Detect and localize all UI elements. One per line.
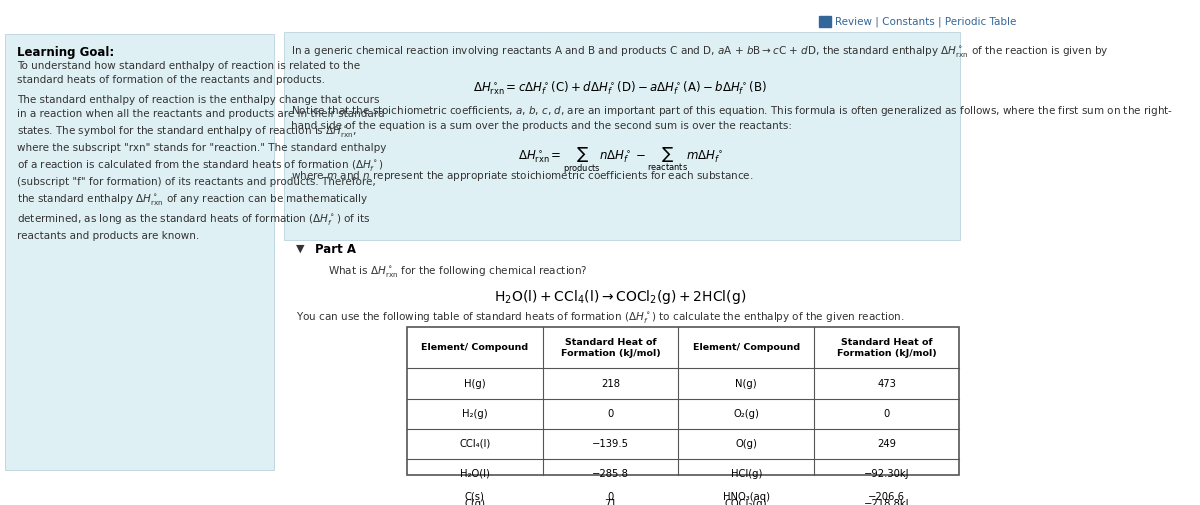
- Text: −139.5: −139.5: [592, 439, 629, 448]
- Text: What is $\Delta H^\circ_{\mathrm{rxn}}$ for the following chemical reaction?: What is $\Delta H^\circ_{\mathrm{rxn}}$ …: [328, 264, 587, 279]
- Text: −206.6: −206.6: [869, 492, 905, 502]
- Text: Notice that the stoichiometric coefficients, $a$, $b$, $c$, $d$, are an importan: Notice that the stoichiometric coefficie…: [290, 104, 1172, 131]
- Text: Review | Constants | Periodic Table: Review | Constants | Periodic Table: [835, 16, 1016, 27]
- Text: C(s): C(s): [464, 492, 485, 502]
- Text: Part A: Part A: [314, 243, 356, 257]
- Text: 249: 249: [877, 439, 896, 448]
- Text: C(g): C(g): [464, 499, 485, 505]
- Text: COCl₂(g): COCl₂(g): [725, 499, 768, 505]
- Text: $\mathrm{H_2O(l) + CCl_4(l) \rightarrow COCl_2(g) + 2HCl(g)}$: $\mathrm{H_2O(l) + CCl_4(l) \rightarrow …: [494, 288, 746, 307]
- Text: $\Delta H^\circ_{\mathrm{rxn}} = c\Delta H^\circ_f(\mathrm{C}) + d\Delta H^\circ: $\Delta H^\circ_{\mathrm{rxn}} = c\Delta…: [473, 80, 767, 97]
- Text: −92.30kJ: −92.30kJ: [864, 469, 910, 479]
- Text: The standard enthalpy of reaction is the enthalpy change that occurs
in a reacti: The standard enthalpy of reaction is the…: [18, 94, 386, 240]
- Text: 218: 218: [601, 379, 620, 388]
- Text: 0: 0: [883, 409, 890, 419]
- Text: HCl(g): HCl(g): [731, 469, 762, 479]
- Text: H₂(g): H₂(g): [462, 409, 487, 419]
- Text: where $m$ and $n$ represent the appropriate stoichiometric coefficients for each: where $m$ and $n$ represent the appropri…: [290, 169, 754, 183]
- Bar: [818, 16, 830, 27]
- Bar: [407, 327, 960, 475]
- Text: CCl₄(l): CCl₄(l): [460, 439, 491, 448]
- Text: To understand how standard enthalpy of reaction is related to the
standard heats: To understand how standard enthalpy of r…: [18, 61, 360, 85]
- Text: Element/ Compound: Element/ Compound: [692, 343, 799, 352]
- Text: ▼: ▼: [295, 243, 304, 254]
- Text: In a generic chemical reaction involving reactants A and B and products C and D,: In a generic chemical reaction involving…: [290, 43, 1109, 59]
- Text: Learning Goal:: Learning Goal:: [18, 46, 115, 59]
- Text: Element/ Compound: Element/ Compound: [421, 343, 528, 352]
- Text: HNO₃(aq): HNO₃(aq): [722, 492, 769, 502]
- Text: O(g): O(g): [736, 439, 757, 448]
- Text: You can use the following table of standard heats of formation $(\Delta H^\circ_: You can use the following table of stand…: [295, 310, 904, 325]
- FancyBboxPatch shape: [284, 31, 960, 240]
- Text: $\Delta H^\circ_{\mathrm{rxn}} = \sum_{\mathrm{products}} n\Delta H^\circ_f - \s: $\Delta H^\circ_{\mathrm{rxn}} = \sum_{\…: [517, 145, 722, 176]
- Text: 0: 0: [607, 492, 613, 502]
- Text: 71: 71: [604, 499, 617, 505]
- Text: N(g): N(g): [736, 379, 757, 388]
- Text: O₂(g): O₂(g): [733, 409, 760, 419]
- Text: −218.8kJ: −218.8kJ: [864, 499, 910, 505]
- FancyBboxPatch shape: [5, 34, 275, 470]
- Text: H(g): H(g): [464, 379, 486, 388]
- Text: 473: 473: [877, 379, 896, 388]
- Text: 0: 0: [607, 409, 613, 419]
- Text: Standard Heat of
Formation (kJ/mol): Standard Heat of Formation (kJ/mol): [560, 338, 660, 358]
- Text: Standard Heat of
Formation (kJ/mol): Standard Heat of Formation (kJ/mol): [836, 338, 937, 358]
- Text: −285.8: −285.8: [592, 469, 629, 479]
- Text: H₂O(l): H₂O(l): [460, 469, 490, 479]
